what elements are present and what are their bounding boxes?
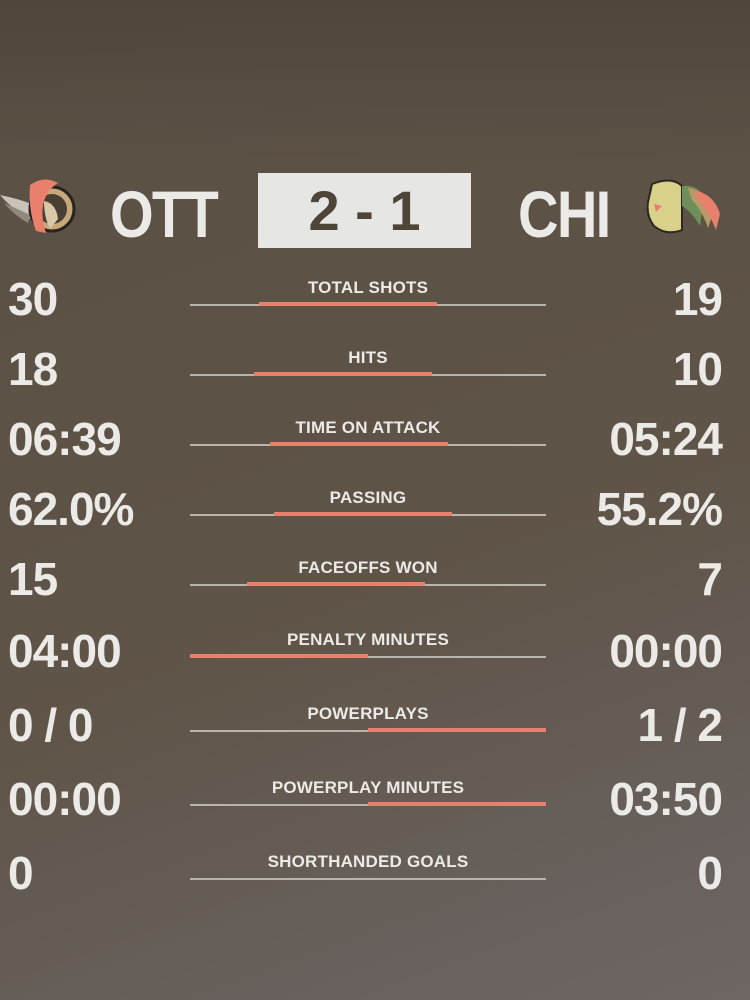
stat-comparison-track <box>190 442 546 446</box>
home-share-bar <box>274 512 368 516</box>
home-stat-value: 04:00 <box>8 625 122 677</box>
stat-row: 00:00 POWERPLAY MINUTES 03:50 <box>0 772 750 842</box>
stat-comparison-track <box>190 802 546 806</box>
home-share-bar <box>270 442 368 446</box>
away-stat-value: 03:50 <box>609 773 723 825</box>
home-stat-value: 0 <box>8 847 34 899</box>
stat-label: POWERPLAYS <box>307 704 429 723</box>
away-stat-value: 00:00 <box>609 625 723 677</box>
away-share-bar <box>368 372 432 376</box>
stat-comparison-track <box>190 654 546 658</box>
stat-label: FACEOFFS WON <box>298 558 438 577</box>
home-stat-value: 0 / 0 <box>8 699 94 751</box>
away-share-bar <box>368 442 448 446</box>
home-share-bar <box>247 582 368 586</box>
stat-comparison-track <box>190 582 546 586</box>
senators-logo-icon <box>0 175 80 246</box>
stat-label: TOTAL SHOTS <box>307 278 429 297</box>
away-share-bar <box>368 802 546 806</box>
away-share-bar <box>368 728 546 732</box>
away-stat-value: 10 <box>672 343 723 395</box>
home-share-bar <box>190 654 368 658</box>
away-stat-value: 05:24 <box>609 413 723 465</box>
home-stat-value: 18 <box>8 343 58 395</box>
stat-comparison-track <box>190 512 546 516</box>
stat-comparison-track <box>190 728 546 732</box>
stat-row: 15 FACEOFFS WON 7 <box>0 552 750 622</box>
away-team-abbr: CHI <box>518 177 611 251</box>
home-share-bar <box>259 302 368 306</box>
home-stat-value: 15 <box>8 553 58 605</box>
away-share-bar <box>368 512 452 516</box>
away-stat-value: 55.2% <box>596 483 723 535</box>
stat-comparison-track <box>190 372 546 376</box>
stat-comparison-track <box>190 878 546 880</box>
away-stat-value: 7 <box>697 553 723 605</box>
home-stat-value: 62.0% <box>8 483 134 535</box>
stat-label: HITS <box>348 348 388 367</box>
away-share-bar <box>368 582 425 586</box>
stat-comparison-track <box>190 302 546 306</box>
home-share-bar <box>254 372 368 376</box>
home-stat-value: 06:39 <box>8 413 122 465</box>
home-stat-value: 00:00 <box>8 773 122 825</box>
blackhawks-logo-icon <box>642 176 724 243</box>
stat-label: TIME ON ATTACK <box>295 418 441 437</box>
score-box: 2 - 1 <box>258 173 471 248</box>
away-share-bar <box>368 302 437 306</box>
stat-row: 0 / 0 POWERPLAYS 1 / 2 <box>0 698 750 768</box>
away-stat-value: 0 <box>697 847 723 899</box>
stat-row: 30 TOTAL SHOTS 19 <box>0 272 750 342</box>
background-shade <box>0 0 750 160</box>
stat-label: POWERPLAY MINUTES <box>271 778 465 797</box>
away-stat-value: 1 / 2 <box>637 699 723 751</box>
stat-label: PENALTY MINUTES <box>287 630 449 649</box>
home-team-abbr: OTT <box>110 177 219 251</box>
stat-label: SHORTHANDED GOALS <box>267 852 469 871</box>
stat-row: 18 HITS 10 <box>0 342 750 412</box>
stat-row: 06:39 TIME ON ATTACK 05:24 <box>0 412 750 482</box>
home-stat-value: 30 <box>8 273 58 325</box>
stat-label: PASSING <box>329 488 407 507</box>
away-stat-value: 19 <box>672 273 723 325</box>
stat-row: 0 SHORTHANDED GOALS 0 <box>0 846 750 916</box>
stat-row: 04:00 PENALTY MINUTES 00:00 <box>0 624 750 694</box>
stat-row: 62.0% PASSING 55.2% <box>0 482 750 552</box>
